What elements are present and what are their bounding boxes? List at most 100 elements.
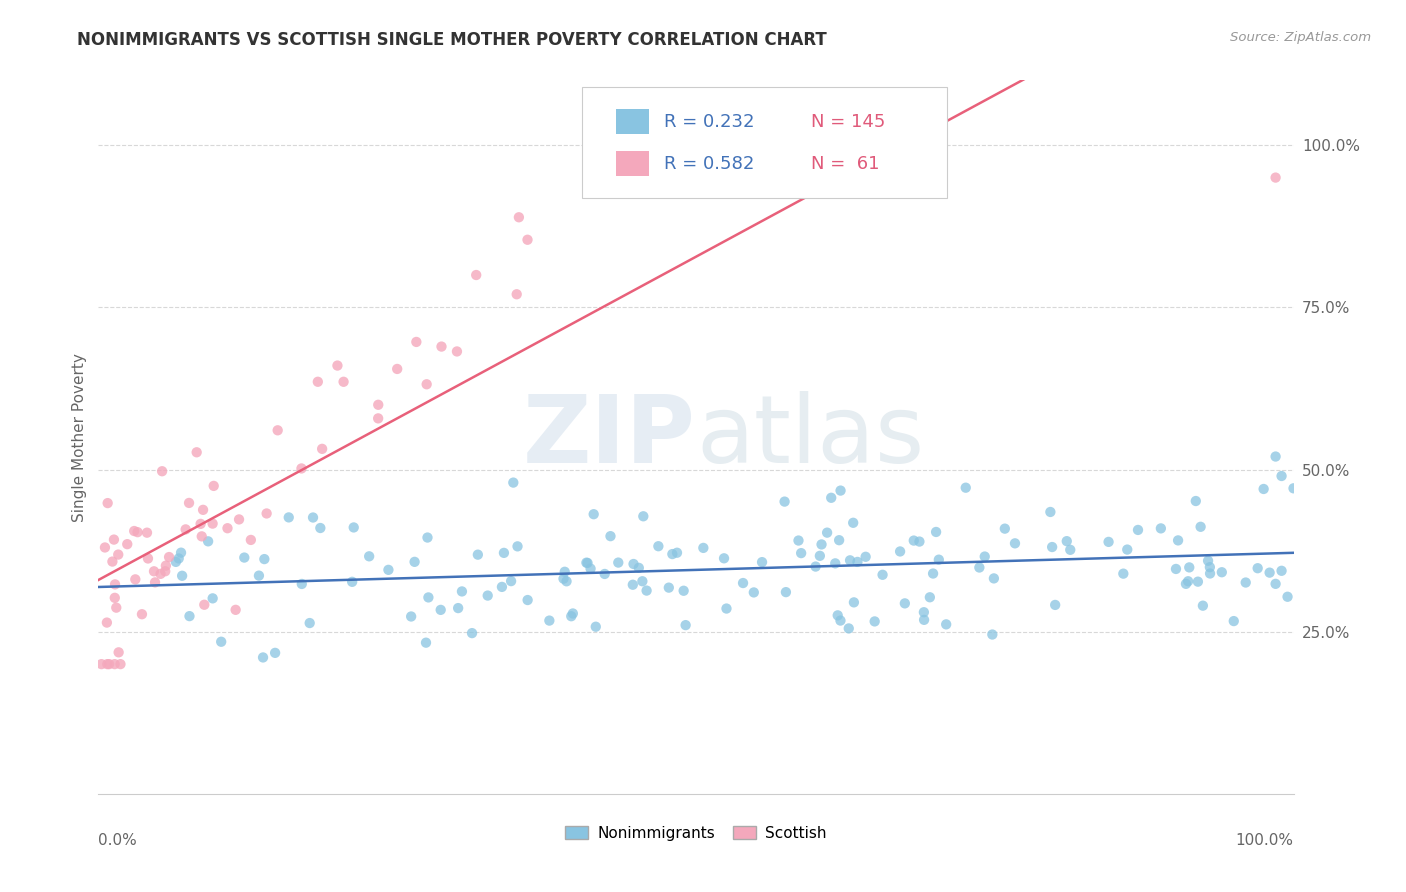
Point bbox=[1178, 560, 1201, 574]
Point bbox=[233, 550, 256, 565]
Point bbox=[790, 546, 813, 560]
Point bbox=[827, 608, 849, 623]
Point bbox=[155, 558, 177, 573]
Text: N =  61: N = 61 bbox=[811, 155, 879, 173]
Point bbox=[918, 591, 941, 605]
Point bbox=[1264, 450, 1286, 464]
Point bbox=[385, 362, 409, 376]
Point bbox=[228, 512, 250, 526]
Point bbox=[202, 479, 225, 493]
Point bbox=[1271, 469, 1294, 483]
Point bbox=[561, 607, 583, 621]
Point bbox=[1264, 577, 1286, 591]
Point bbox=[197, 534, 219, 549]
Point bbox=[186, 445, 208, 459]
Point bbox=[516, 593, 538, 607]
Point bbox=[623, 557, 645, 571]
Point bbox=[1199, 566, 1222, 581]
Text: ZIP: ZIP bbox=[523, 391, 696, 483]
Point bbox=[477, 589, 499, 603]
Point bbox=[105, 600, 128, 615]
Point bbox=[555, 574, 578, 589]
Point bbox=[633, 509, 655, 524]
Point bbox=[193, 598, 215, 612]
Point bbox=[1197, 554, 1219, 568]
Point bbox=[842, 516, 865, 530]
Point bbox=[404, 555, 426, 569]
Point bbox=[264, 646, 287, 660]
Point bbox=[429, 603, 451, 617]
Point bbox=[90, 657, 112, 672]
Point bbox=[447, 601, 470, 615]
Point bbox=[1167, 533, 1189, 548]
Point bbox=[585, 620, 607, 634]
Point bbox=[955, 481, 977, 495]
Y-axis label: Single Mother Poverty: Single Mother Poverty bbox=[72, 352, 87, 522]
Point bbox=[506, 287, 529, 301]
Point bbox=[377, 563, 399, 577]
Point bbox=[1177, 574, 1199, 589]
Point bbox=[98, 657, 121, 672]
Point bbox=[1004, 536, 1026, 550]
Point bbox=[252, 650, 274, 665]
Point bbox=[787, 533, 810, 548]
Point bbox=[446, 344, 468, 359]
Point bbox=[461, 626, 484, 640]
Point bbox=[122, 524, 145, 538]
Point bbox=[912, 605, 935, 619]
Point bbox=[1253, 482, 1275, 496]
Legend: Nonimmigrants, Scottish: Nonimmigrants, Scottish bbox=[560, 820, 832, 847]
Point bbox=[136, 525, 159, 540]
Point bbox=[309, 521, 332, 535]
Point bbox=[560, 609, 582, 624]
Point bbox=[599, 529, 621, 543]
Point bbox=[554, 565, 576, 579]
Point bbox=[103, 533, 125, 547]
Point bbox=[502, 475, 524, 490]
Point bbox=[467, 548, 489, 562]
Point bbox=[415, 377, 437, 392]
Text: Source: ZipAtlas.com: Source: ZipAtlas.com bbox=[1230, 31, 1371, 45]
Point bbox=[177, 496, 200, 510]
Point bbox=[631, 574, 654, 589]
Point bbox=[713, 551, 735, 566]
Point bbox=[675, 618, 697, 632]
Point bbox=[1189, 520, 1212, 534]
Point bbox=[1192, 599, 1215, 613]
Point bbox=[104, 657, 127, 672]
Point bbox=[1164, 562, 1187, 576]
Point bbox=[96, 657, 118, 672]
Point bbox=[553, 572, 575, 586]
Point bbox=[157, 549, 180, 564]
Point bbox=[298, 615, 321, 630]
Point bbox=[820, 491, 842, 505]
Point bbox=[110, 657, 132, 672]
Text: 100.0%: 100.0% bbox=[1236, 833, 1294, 848]
Point bbox=[97, 496, 120, 510]
Point bbox=[107, 548, 129, 562]
Point bbox=[666, 546, 689, 560]
Point bbox=[830, 614, 852, 628]
Point bbox=[1059, 542, 1081, 557]
Text: NONIMMIGRANTS VS SCOTTISH SINGLE MOTHER POVERTY CORRELATION CHART: NONIMMIGRANTS VS SCOTTISH SINGLE MOTHER … bbox=[77, 31, 827, 49]
Point bbox=[307, 375, 329, 389]
Point bbox=[516, 233, 538, 247]
Point bbox=[267, 423, 290, 437]
Point bbox=[136, 551, 159, 566]
Point bbox=[143, 564, 166, 578]
Point bbox=[256, 507, 278, 521]
Point bbox=[508, 211, 530, 225]
Point bbox=[1175, 577, 1198, 591]
Point bbox=[506, 540, 529, 554]
Point bbox=[155, 564, 177, 578]
Point bbox=[983, 571, 1005, 585]
Point bbox=[1247, 561, 1270, 575]
Point bbox=[582, 507, 605, 521]
Point bbox=[367, 398, 389, 412]
Point bbox=[150, 464, 173, 478]
Text: R = 0.232: R = 0.232 bbox=[664, 112, 754, 130]
Point bbox=[94, 541, 117, 555]
Point bbox=[343, 520, 366, 534]
Point bbox=[217, 521, 239, 535]
Point bbox=[908, 534, 931, 549]
